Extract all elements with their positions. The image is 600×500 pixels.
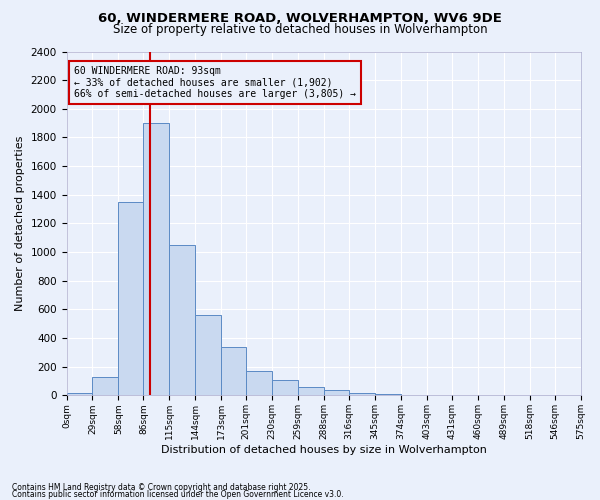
Text: Contains HM Land Registry data © Crown copyright and database right 2025.: Contains HM Land Registry data © Crown c… — [12, 484, 311, 492]
X-axis label: Distribution of detached houses by size in Wolverhampton: Distribution of detached houses by size … — [161, 445, 487, 455]
Bar — [272, 380, 298, 396]
Bar — [143, 123, 169, 396]
Bar — [324, 390, 349, 396]
Bar — [221, 348, 246, 396]
Text: Contains public sector information licensed under the Open Government Licence v3: Contains public sector information licen… — [12, 490, 344, 499]
Bar — [246, 371, 272, 396]
Bar — [195, 315, 221, 396]
Text: Size of property relative to detached houses in Wolverhampton: Size of property relative to detached ho… — [113, 22, 487, 36]
Bar — [169, 245, 195, 396]
Bar — [118, 202, 143, 396]
Bar — [349, 394, 375, 396]
Bar — [375, 394, 401, 396]
Bar — [92, 377, 118, 396]
Bar — [67, 394, 92, 396]
Y-axis label: Number of detached properties: Number of detached properties — [15, 136, 25, 311]
Bar — [401, 394, 427, 396]
Bar — [298, 387, 324, 396]
Text: 60 WINDERMERE ROAD: 93sqm
← 33% of detached houses are smaller (1,902)
66% of se: 60 WINDERMERE ROAD: 93sqm ← 33% of detac… — [74, 66, 356, 99]
Text: 60, WINDERMERE ROAD, WOLVERHAMPTON, WV6 9DE: 60, WINDERMERE ROAD, WOLVERHAMPTON, WV6 … — [98, 12, 502, 26]
